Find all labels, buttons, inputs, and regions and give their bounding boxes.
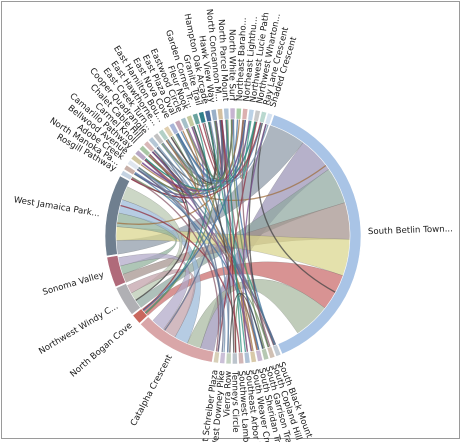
group-arc[interactable] [130, 154, 144, 166]
group-label: Southwest Lamb... [236, 370, 251, 442]
chord-line[interactable] [229, 293, 264, 353]
group-arc[interactable] [255, 349, 264, 362]
chord-line[interactable] [116, 119, 241, 225]
group-arc[interactable] [272, 344, 282, 357]
chord-line[interactable] [257, 123, 336, 293]
chord-line[interactable] [248, 122, 270, 348]
chord-line[interactable] [182, 130, 253, 352]
group-arc[interactable] [258, 110, 268, 124]
group-arc[interactable] [185, 114, 196, 128]
group-arc[interactable] [225, 352, 232, 365]
group-arc[interactable] [237, 352, 245, 365]
group-label: South Betlin Town... [368, 224, 453, 237]
group-arc[interactable] [253, 109, 261, 123]
chord-line[interactable] [165, 139, 258, 351]
chord-line[interactable] [163, 119, 223, 332]
chord-line[interactable] [142, 153, 191, 311]
group-arc[interactable] [138, 144, 151, 157]
group-arc[interactable] [168, 122, 180, 136]
group-arc[interactable] [232, 352, 238, 365]
chord-line[interactable] [151, 151, 252, 352]
chord-line[interactable] [220, 119, 237, 353]
group-arc[interactable] [143, 140, 156, 153]
group-arc[interactable] [174, 119, 185, 133]
group-arc[interactable] [249, 350, 257, 364]
group-arc[interactable] [235, 107, 242, 120]
group-arc[interactable] [266, 346, 276, 359]
group-arc[interactable] [126, 159, 140, 171]
chord-line[interactable] [144, 124, 209, 314]
chord-line[interactable] [225, 119, 243, 353]
group-arc[interactable] [132, 308, 148, 324]
group-arc[interactable] [216, 108, 224, 121]
group-arc[interactable] [210, 108, 218, 122]
chord-line[interactable] [133, 126, 205, 197]
group-arc[interactable] [120, 169, 133, 181]
chord-line[interactable] [230, 119, 266, 349]
group-label: Catalpha Crescent [129, 353, 175, 428]
group-arc[interactable] [270, 114, 362, 355]
group-label: Vierra Row [222, 371, 234, 417]
group-arc[interactable] [198, 111, 207, 124]
chord-line[interactable] [136, 168, 224, 353]
chord-line[interactable] [217, 121, 258, 353]
chord-line[interactable] [133, 172, 260, 351]
group-arcs-layer [104, 107, 362, 365]
group-label: Tenneys Circle [229, 370, 240, 433]
group-arc[interactable] [147, 136, 160, 149]
group-arc[interactable] [157, 128, 170, 142]
group-arc[interactable] [104, 175, 131, 257]
group-arc[interactable] [115, 283, 142, 315]
group-label: Sonoma Valley [42, 270, 106, 298]
group-arc[interactable] [163, 125, 174, 139]
chord-line[interactable] [242, 123, 267, 353]
chords-layer [115, 118, 351, 354]
group-arc[interactable] [106, 255, 127, 288]
chord-line[interactable] [145, 120, 219, 315]
group-arc[interactable] [241, 108, 249, 121]
chord-line[interactable] [175, 133, 229, 353]
chord-line[interactable] [131, 177, 220, 352]
group-label: North Parcel Mount [216, 19, 230, 102]
group-arc[interactable] [180, 116, 190, 130]
chord-line[interactable] [137, 166, 226, 353]
group-arc[interactable] [123, 164, 137, 176]
group-arc[interactable] [191, 112, 201, 126]
group-arc[interactable] [264, 112, 274, 126]
group-arc[interactable] [134, 149, 147, 162]
chord-line[interactable] [140, 163, 327, 201]
group-label: North White Surf [227, 29, 237, 102]
group-label: Northeast Baraho... [235, 17, 249, 101]
group-arc[interactable] [223, 107, 230, 120]
group-arc[interactable] [212, 351, 220, 364]
group-arc[interactable] [243, 351, 251, 364]
group-arc[interactable] [152, 132, 165, 145]
chord-line[interactable] [242, 120, 257, 179]
group-arc[interactable] [139, 316, 215, 363]
chord-line[interactable] [142, 119, 247, 312]
chord-line[interactable] [156, 146, 222, 353]
chord-line[interactable] [207, 121, 247, 353]
group-arc[interactable] [247, 108, 255, 121]
chord-line[interactable] [193, 125, 235, 354]
group-label: West Jamaica Park... [13, 195, 101, 219]
group-arc[interactable] [229, 107, 236, 120]
group-arc[interactable] [219, 352, 226, 365]
group-arc[interactable] [260, 347, 270, 361]
group-arc[interactable] [204, 109, 213, 123]
